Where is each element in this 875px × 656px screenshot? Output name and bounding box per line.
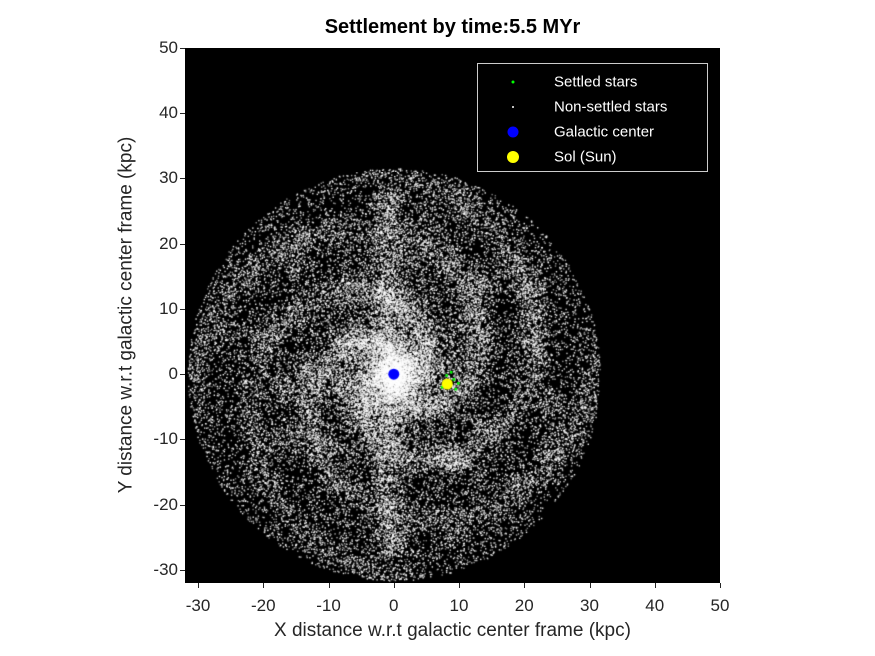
x-tick-mark [328, 583, 330, 588]
legend-item: Settled stars [478, 69, 707, 94]
y-tick-label: -20 [153, 494, 178, 514]
x-tick-label: 40 [645, 596, 665, 615]
x-tick-mark [459, 583, 461, 588]
x-tick-label: -10 [316, 596, 341, 615]
x-tick-mark [263, 583, 265, 588]
legend-marker-icon [511, 80, 515, 83]
legend-label: Non-settled stars [554, 98, 668, 115]
y-tick-label: 30 [159, 168, 178, 188]
legend-marker-icon [507, 150, 519, 163]
y-tick-label: 10 [159, 298, 178, 318]
y-tick-label: 0 [168, 364, 178, 384]
y-tick-mark [180, 178, 185, 180]
y-tick-mark [180, 308, 185, 310]
x-axis-label: X distance w.r.t galactic center frame (… [274, 620, 631, 641]
y-tick-mark [180, 374, 185, 376]
x-tick-label: 20 [514, 596, 534, 615]
x-tick-label: 30 [580, 596, 599, 615]
x-tick-mark [198, 583, 200, 588]
x-tick-label: 0 [389, 596, 399, 615]
legend-item: Non-settled stars [478, 94, 707, 119]
x-tick-label: -20 [250, 596, 276, 615]
legend-label: Settled stars [554, 73, 638, 90]
y-tick-label: -30 [153, 559, 178, 579]
x-tick-mark [720, 583, 721, 588]
legend: Settled stars Non-settled stars Galactic c… [477, 63, 708, 172]
y-tick-mark [180, 243, 185, 245]
x-tick-label: 50 [710, 596, 730, 615]
plot-area: Settled stars Non-settled stars Galactic c… [185, 48, 720, 583]
y-tick-label: 50 [159, 38, 178, 57]
y-tick-mark [180, 439, 185, 441]
legend-marker-icon [507, 126, 519, 137]
plot-title: Settlement by time:5.5 MYr [324, 16, 581, 38]
x-tick-mark [524, 583, 526, 588]
y-tick-label: 40 [159, 103, 178, 123]
y-tick-mark [180, 569, 185, 571]
legend-item: Galactic center [478, 119, 707, 144]
y-tick-mark [180, 113, 185, 115]
legend-label: Galactic center [554, 123, 655, 140]
x-tick-label: -30 [185, 596, 211, 615]
legend-marker-icon [512, 105, 514, 108]
x-tick-mark [589, 583, 591, 588]
y-tick-label: -10 [153, 429, 178, 449]
legend-label: Sol (Sun) [554, 148, 617, 165]
x-tick-label: 10 [449, 596, 469, 615]
y-tick-mark [180, 504, 185, 506]
x-tick-mark [654, 583, 656, 588]
y-tick-mark [180, 48, 185, 49]
y-tick-label: 20 [159, 233, 178, 253]
x-tick-mark [393, 583, 395, 588]
legend-item: Sol (Sun) [478, 144, 707, 169]
